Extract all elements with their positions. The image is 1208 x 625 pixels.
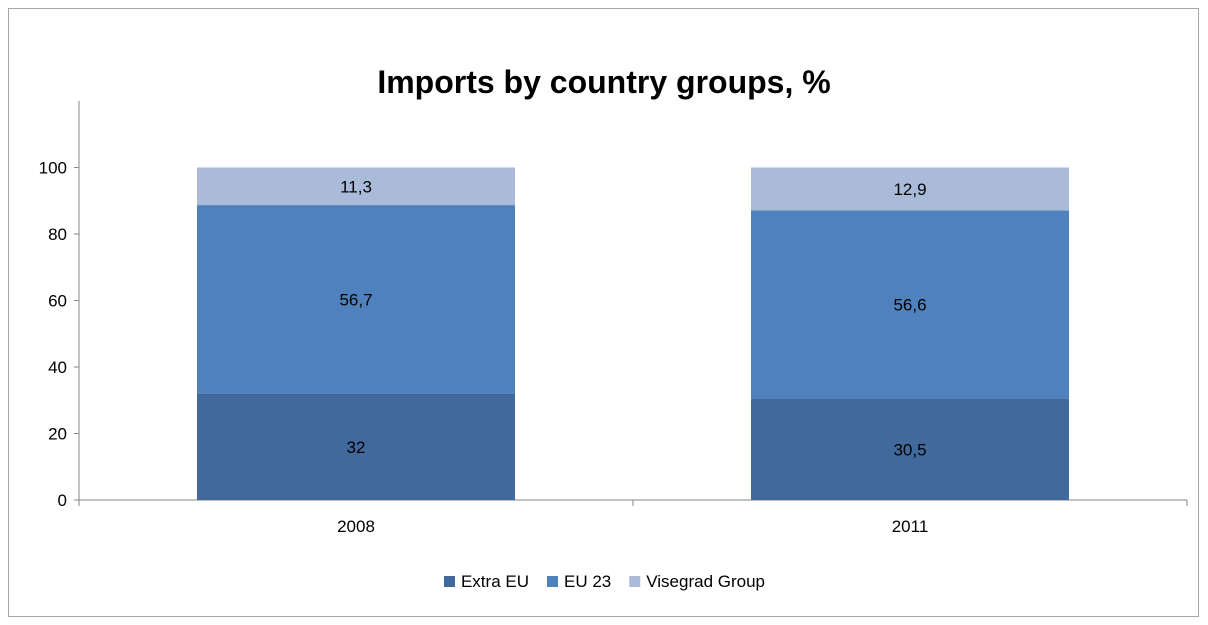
legend-label: EU 23 (564, 572, 611, 591)
data-label: 32 (347, 438, 366, 457)
chart: Imports by country groups, % 0 20 40 60 80 10… (39, 64, 1188, 591)
y-tick-label: 60 (48, 292, 67, 311)
data-label: 12,9 (893, 180, 926, 199)
chart-title: Imports by country groups, % (377, 64, 830, 100)
chart-frame: Imports by country groups, % 0 20 40 60 80 10… (8, 8, 1199, 617)
data-label: 56,6 (893, 295, 926, 314)
legend-label: Extra EU (461, 572, 529, 591)
x-tick-label: 2011 (892, 517, 929, 536)
bar-segment (751, 167, 1069, 211)
legend-swatch (547, 576, 559, 587)
y-tick-label: 20 (48, 425, 67, 444)
bars: 32 56,7 11,3 30,5 56,6 12,9 (197, 167, 1069, 500)
data-label: 56,7 (339, 290, 372, 309)
x-tick-label: 2008 (337, 517, 375, 536)
legend-swatch (443, 576, 455, 587)
legend-swatch (629, 576, 641, 587)
legend-item: EU 23 (547, 572, 611, 591)
bar-segment (197, 205, 515, 394)
data-label: 30,5 (893, 440, 926, 459)
y-tick-label: 0 (58, 491, 67, 510)
legend: Extra EU EU 23 Visegrad Group (443, 572, 765, 591)
y-tick-label: 100 (39, 159, 67, 178)
legend-label: Visegrad Group (646, 572, 765, 591)
legend-item: Visegrad Group (629, 572, 765, 591)
legend-item: Extra EU (443, 572, 529, 591)
bar-segment (197, 393, 515, 500)
y-tick-label: 40 (48, 358, 67, 377)
bar-segment (197, 167, 515, 206)
bar-segment (751, 398, 1069, 500)
bar-segment (751, 210, 1069, 399)
data-label: 11,3 (340, 177, 372, 196)
y-tick-label: 80 (48, 225, 67, 244)
